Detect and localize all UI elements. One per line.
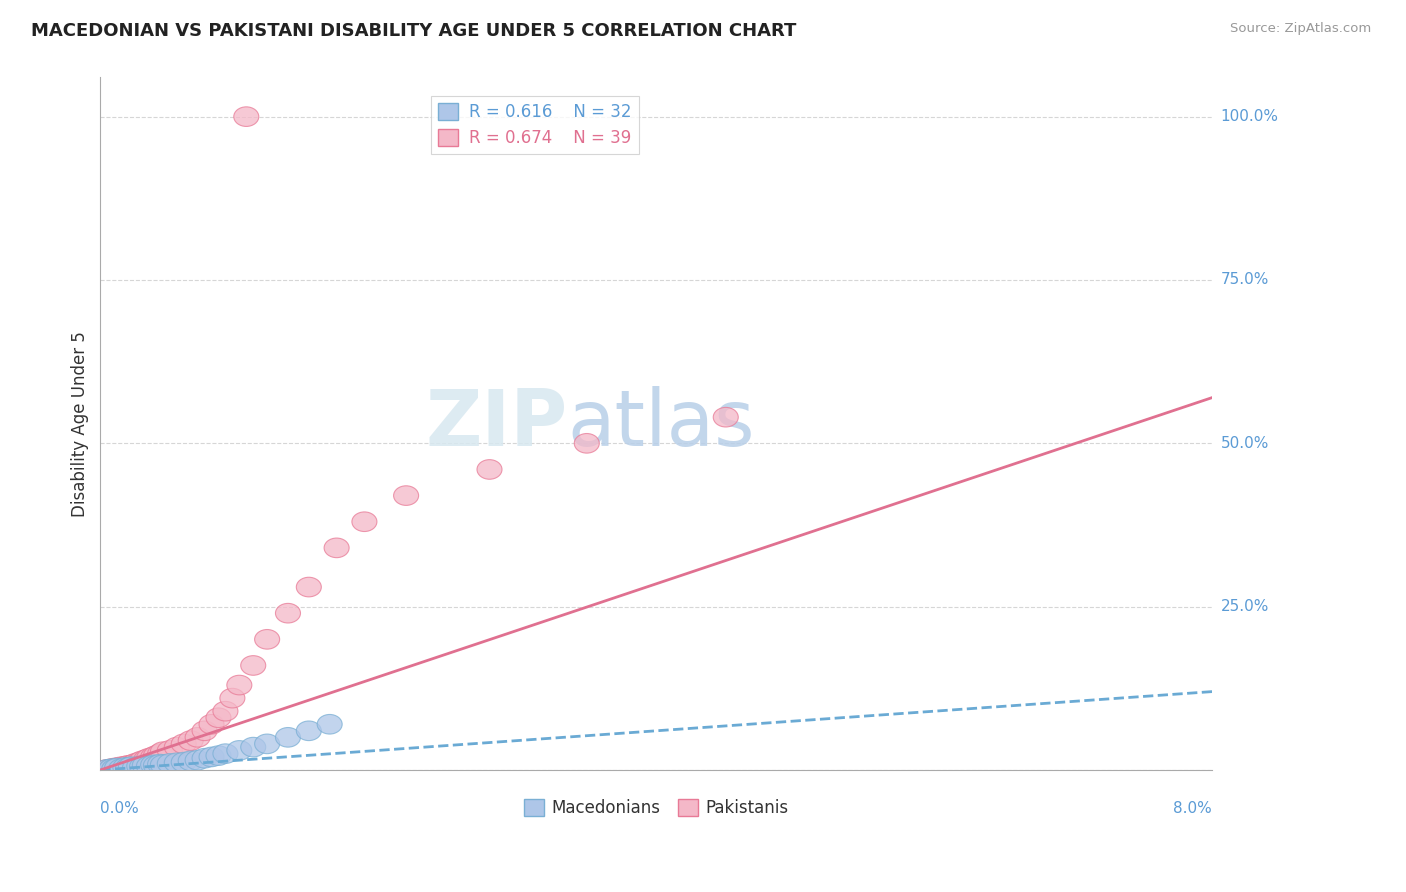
Ellipse shape [141,747,166,767]
Ellipse shape [172,752,197,772]
Ellipse shape [219,689,245,708]
Ellipse shape [112,756,138,776]
Ellipse shape [150,755,176,774]
Ellipse shape [98,759,124,779]
Ellipse shape [132,756,157,775]
Ellipse shape [212,744,238,764]
Ellipse shape [115,756,141,775]
Text: atlas: atlas [568,385,755,462]
Ellipse shape [115,758,141,778]
Ellipse shape [477,459,502,479]
Ellipse shape [165,753,190,772]
Ellipse shape [108,757,134,777]
Legend: Macedonians, Pakistanis: Macedonians, Pakistanis [517,792,796,824]
Ellipse shape [129,751,155,771]
Ellipse shape [127,752,152,772]
Ellipse shape [136,756,162,776]
Ellipse shape [105,757,131,777]
Ellipse shape [143,746,169,765]
Ellipse shape [179,751,204,771]
Text: 8.0%: 8.0% [1174,800,1212,815]
Ellipse shape [122,754,148,773]
Ellipse shape [200,714,224,734]
Ellipse shape [157,740,183,760]
Ellipse shape [574,434,599,453]
Text: 100.0%: 100.0% [1220,109,1278,124]
Ellipse shape [118,757,143,777]
Ellipse shape [193,748,217,768]
Ellipse shape [141,755,166,774]
Ellipse shape [240,656,266,675]
Text: MACEDONIAN VS PAKISTANI DISABILITY AGE UNDER 5 CORRELATION CHART: MACEDONIAN VS PAKISTANI DISABILITY AGE U… [31,22,796,40]
Text: 50.0%: 50.0% [1220,436,1268,450]
Ellipse shape [129,757,155,777]
Ellipse shape [101,759,127,779]
Ellipse shape [205,746,231,765]
Ellipse shape [240,738,266,757]
Ellipse shape [226,675,252,695]
Ellipse shape [108,759,134,779]
Ellipse shape [352,512,377,532]
Text: Source: ZipAtlas.com: Source: ZipAtlas.com [1230,22,1371,36]
Ellipse shape [94,760,120,779]
Ellipse shape [143,756,169,775]
Ellipse shape [148,755,173,774]
Ellipse shape [150,742,176,762]
Ellipse shape [297,721,322,740]
Ellipse shape [254,734,280,754]
Ellipse shape [226,740,252,760]
Ellipse shape [200,747,224,767]
Text: ZIP: ZIP [425,385,568,462]
Ellipse shape [122,757,148,777]
Ellipse shape [98,759,124,779]
Ellipse shape [186,750,209,770]
Ellipse shape [193,721,217,740]
Ellipse shape [233,107,259,127]
Ellipse shape [136,748,162,768]
Ellipse shape [276,728,301,747]
Ellipse shape [212,701,238,721]
Ellipse shape [165,738,190,757]
Ellipse shape [104,758,129,778]
Ellipse shape [172,734,197,754]
Ellipse shape [186,728,209,747]
Text: 0.0%: 0.0% [100,800,139,815]
Text: 75.0%: 75.0% [1220,272,1268,287]
Ellipse shape [325,538,349,558]
Ellipse shape [120,755,145,774]
Ellipse shape [127,756,152,776]
Ellipse shape [713,408,738,427]
Ellipse shape [157,754,183,773]
Ellipse shape [205,708,231,728]
Ellipse shape [394,486,419,506]
Ellipse shape [318,714,342,734]
Y-axis label: Disability Age Under 5: Disability Age Under 5 [72,331,89,516]
Ellipse shape [297,577,322,597]
Text: 25.0%: 25.0% [1220,599,1268,615]
Ellipse shape [94,760,120,779]
Ellipse shape [276,603,301,623]
Ellipse shape [134,750,159,769]
Ellipse shape [179,731,204,750]
Ellipse shape [148,744,173,764]
Ellipse shape [101,758,127,778]
Ellipse shape [112,757,138,777]
Ellipse shape [254,630,280,649]
